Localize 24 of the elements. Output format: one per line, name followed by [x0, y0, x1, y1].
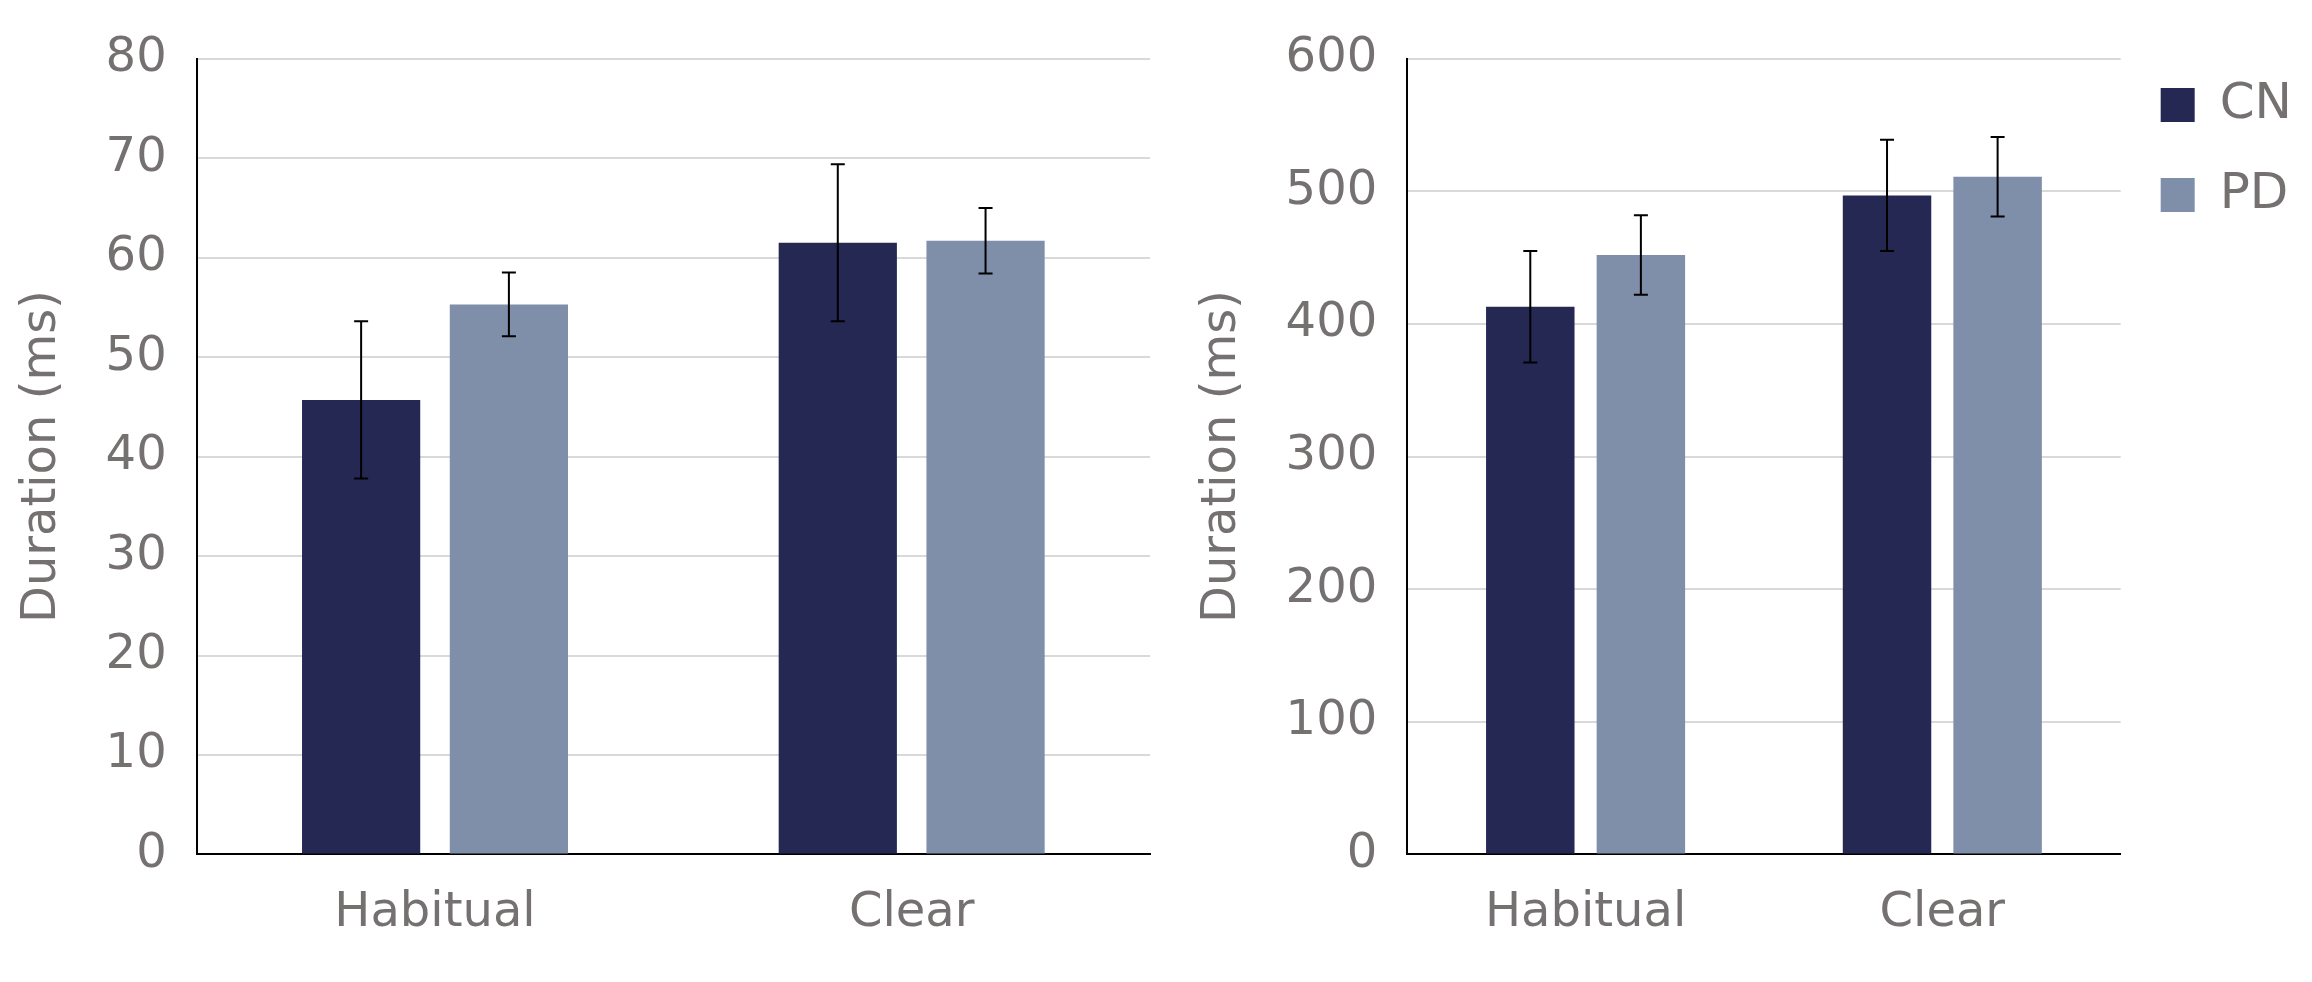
- y-tick-label: 40: [105, 424, 167, 481]
- x-tick-label: Clear: [1879, 880, 2006, 937]
- legend-label: CN: [2219, 71, 2293, 130]
- y-tick-label: 10: [105, 722, 167, 779]
- y-tick-label: 100: [1285, 689, 1378, 746]
- y-tick-label: 0: [136, 821, 167, 878]
- x-tick-label: Habitual: [1484, 880, 1687, 937]
- y-tick-label: 80: [105, 26, 167, 83]
- y-tick-label: 70: [105, 125, 167, 182]
- x-tick-label: Habitual: [334, 880, 536, 937]
- legend-label: PD: [2219, 161, 2289, 220]
- y-tick-label: 200: [1285, 556, 1378, 613]
- y-tick-label: 600: [1285, 26, 1378, 83]
- y-tick-label: 400: [1285, 291, 1378, 348]
- y-tick-label: 20: [105, 622, 167, 679]
- y-tick-label: 30: [105, 523, 167, 580]
- y-axis-title: Duration (ms): [1190, 290, 1247, 624]
- y-tick-label: 50: [105, 324, 167, 381]
- y-axis-title: Duration (ms): [10, 290, 67, 624]
- x-tick-label: Clear: [848, 880, 975, 937]
- y-tick-label: 0: [1346, 821, 1378, 878]
- y-tick-label: 300: [1285, 424, 1378, 481]
- y-tick-label: 500: [1285, 158, 1378, 215]
- y-tick-label: 60: [105, 225, 167, 282]
